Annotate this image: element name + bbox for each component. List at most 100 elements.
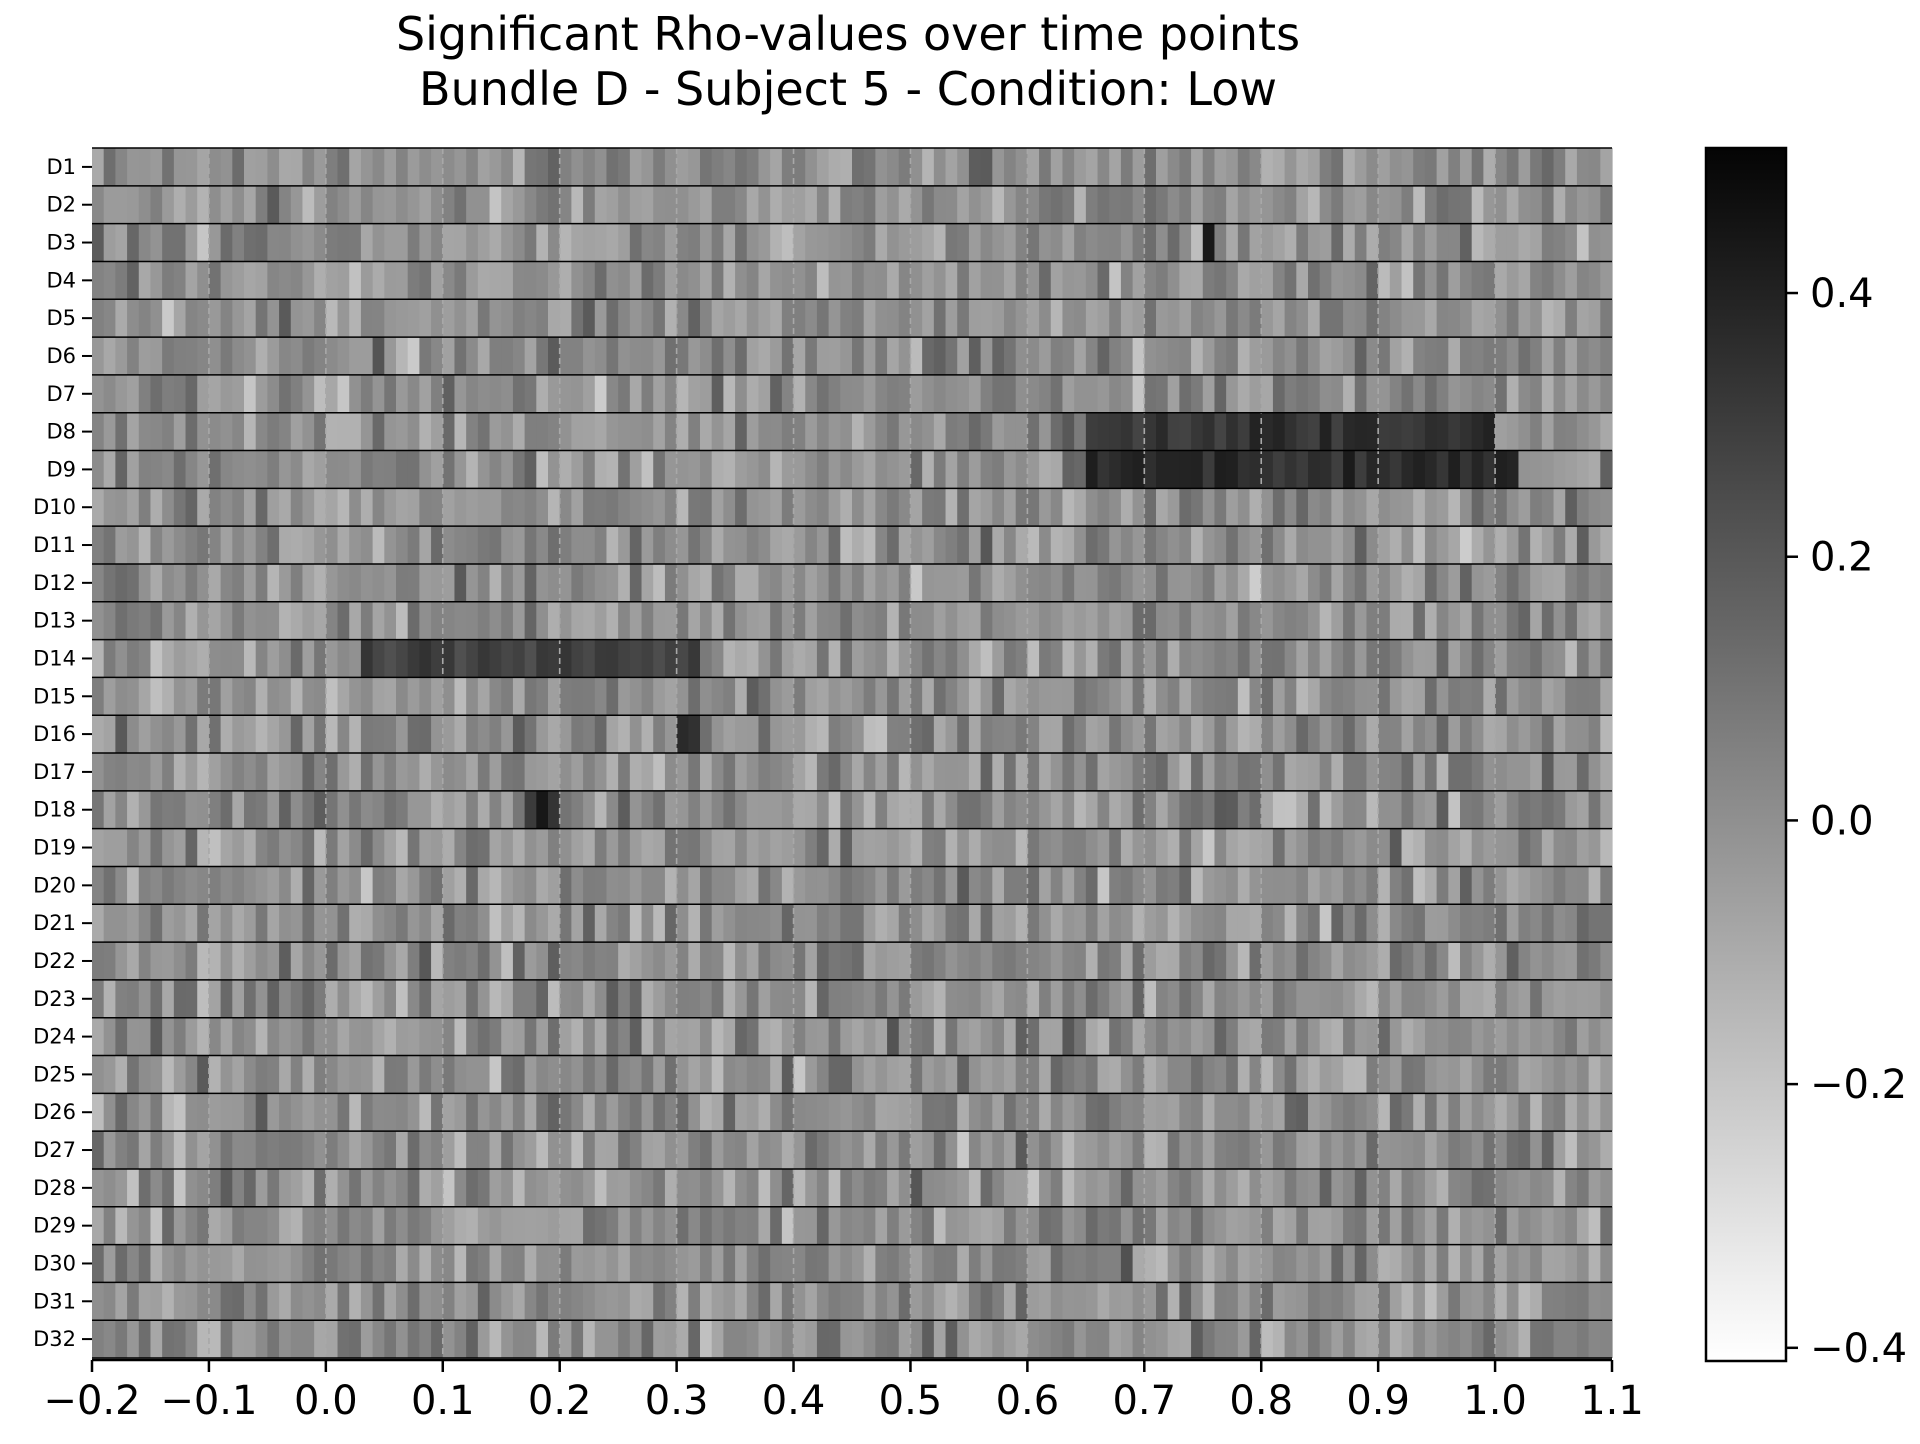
heatmap-cell: [1167, 450, 1180, 489]
heatmap-cell: [1518, 1093, 1531, 1132]
heatmap-cell: [1179, 715, 1192, 753]
heatmap-cell: [1284, 563, 1297, 602]
heatmap-cell: [1483, 942, 1496, 980]
heatmap-cell: [840, 904, 853, 943]
heatmap-cell: [279, 1206, 292, 1245]
heatmap-cell: [1471, 1206, 1484, 1245]
heatmap-cell: [1541, 979, 1555, 1018]
heatmap-cell: [1541, 828, 1555, 867]
heatmap-cell: [1272, 374, 1286, 413]
heatmap-cell: [1214, 1282, 1227, 1321]
heatmap-cell: [466, 488, 479, 527]
row-label: D10: [33, 495, 76, 519]
heatmap-cell: [1109, 337, 1122, 375]
heatmap-cell: [314, 1131, 327, 1169]
heatmap-cell: [349, 1055, 362, 1094]
heatmap-cell: [325, 942, 339, 980]
heatmap-cell: [1389, 223, 1403, 262]
heatmap-cell: [372, 1244, 385, 1283]
heatmap-cell: [863, 488, 876, 527]
heatmap-cell: [770, 790, 783, 829]
heatmap-cell: [735, 601, 748, 640]
heatmap-cell: [1495, 942, 1508, 980]
heatmap-cell: [1319, 185, 1332, 224]
heatmap-cell: [267, 1320, 280, 1358]
heatmap-cell: [910, 1017, 923, 1056]
heatmap-cell: [92, 488, 105, 527]
heatmap-cell: [1413, 715, 1426, 753]
heatmap-cell: [875, 337, 888, 375]
heatmap-cell: [863, 866, 876, 905]
heatmap-cell: [840, 526, 853, 564]
heatmap-cell: [396, 223, 409, 262]
heatmap-cell: [1027, 185, 1040, 224]
heatmap-cell: [431, 715, 444, 753]
heatmap-cell: [407, 1320, 420, 1358]
heatmap-cell: [1202, 488, 1216, 527]
heatmap-cell: [431, 1093, 444, 1132]
heatmap-cell: [1343, 677, 1356, 716]
heatmap-cell: [314, 1093, 327, 1132]
heatmap-cell: [1588, 1168, 1601, 1207]
heatmap-cell: [1284, 601, 1297, 640]
heatmap-cell: [840, 715, 853, 753]
heatmap-cell: [314, 1282, 327, 1321]
heatmap-cell: [1249, 185, 1262, 224]
heatmap-cell: [1471, 261, 1484, 300]
heatmap-cell: [489, 1017, 502, 1056]
heatmap-cell: [723, 488, 736, 527]
heatmap-cell: [1249, 299, 1262, 338]
heatmap-cell: [1027, 753, 1040, 791]
heatmap-cell: [1460, 1093, 1473, 1132]
heatmap-cell: [244, 1282, 257, 1321]
heatmap-cell: [349, 223, 362, 262]
heatmap-cell: [1214, 1131, 1227, 1169]
heatmap-cell: [337, 715, 350, 753]
heatmap-cell: [1167, 942, 1180, 980]
heatmap-cell: [1576, 412, 1590, 451]
heatmap-cell: [314, 1055, 327, 1094]
heatmap-cell: [302, 1168, 315, 1207]
heatmap-cell: [314, 1017, 327, 1056]
heatmap-cell: [887, 1017, 900, 1056]
heatmap-cell: [781, 828, 795, 867]
heatmap-cell: [1401, 526, 1414, 564]
heatmap-cell: [197, 979, 210, 1018]
heatmap-cell: [1015, 1320, 1028, 1358]
heatmap-cell: [711, 1055, 724, 1094]
heatmap-cell: [337, 563, 350, 602]
heatmap-cell: [922, 337, 935, 375]
heatmap-cell: [1039, 412, 1052, 451]
heatmap-cell: [735, 715, 748, 753]
heatmap-cell: [115, 1282, 128, 1321]
heatmap-cell: [489, 753, 502, 791]
heatmap-cell: [1074, 639, 1087, 678]
heatmap-cell: [816, 601, 830, 640]
heatmap-cell: [1062, 1282, 1075, 1321]
heatmap-cell: [1366, 1320, 1379, 1358]
heatmap-cell: [606, 1055, 619, 1094]
heatmap-cell: [325, 1168, 339, 1207]
heatmap-cell: [1296, 299, 1309, 338]
heatmap-cell: [1495, 1093, 1508, 1132]
heatmap-cell: [302, 1320, 315, 1358]
heatmap-cell: [302, 412, 315, 451]
heatmap-cell: [1144, 639, 1157, 678]
heatmap-cell: [618, 828, 631, 867]
heatmap-cell: [162, 337, 175, 375]
heatmap-cell: [1600, 1017, 1613, 1056]
heatmap-cell: [1015, 866, 1028, 905]
heatmap-cell: [232, 866, 245, 905]
heatmap-cell: [337, 261, 350, 300]
heatmap-cell: [1448, 1206, 1461, 1245]
heatmap-cell: [1448, 185, 1461, 224]
heatmap-cell: [875, 563, 888, 602]
heatmap-cell: [735, 412, 748, 451]
heatmap-cell: [594, 488, 608, 527]
heatmap-cell: [1237, 1017, 1251, 1056]
heatmap-cell: [898, 1282, 912, 1321]
heatmap-cell: [1097, 1055, 1110, 1094]
heatmap-cell: [1050, 866, 1064, 905]
heatmap-cell: [267, 1131, 280, 1169]
